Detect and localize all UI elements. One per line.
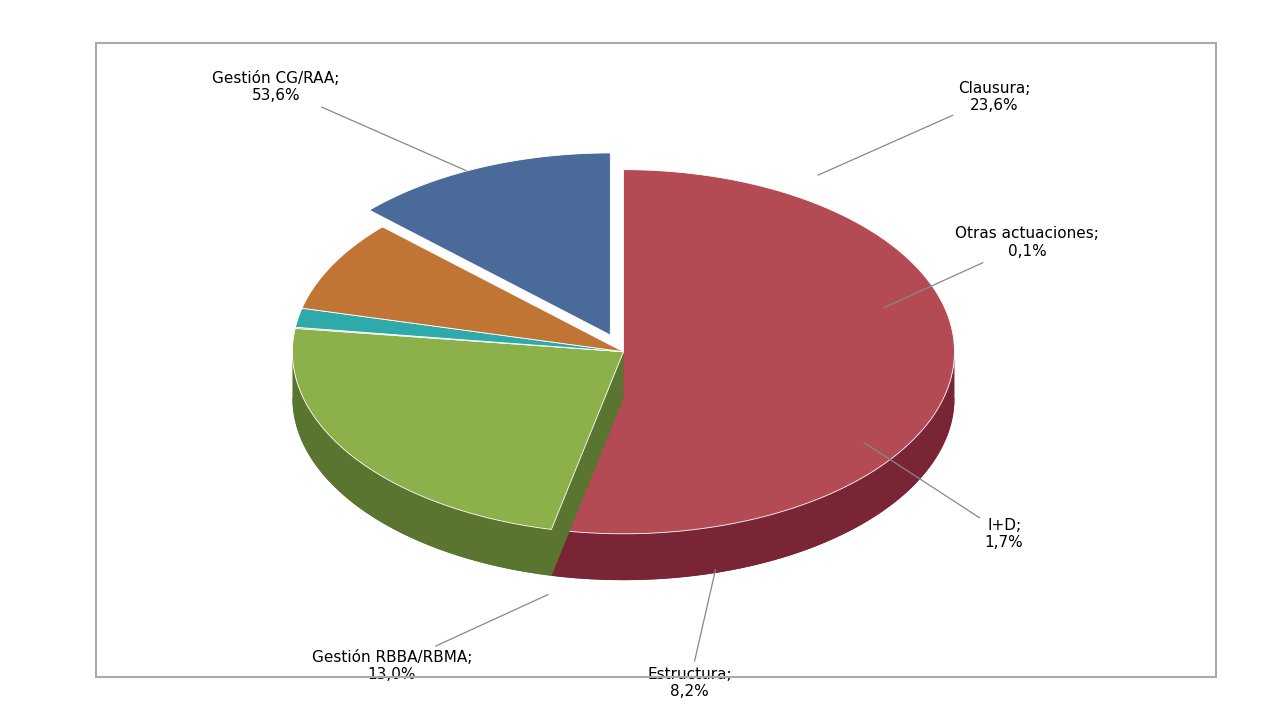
Polygon shape — [302, 227, 623, 352]
Polygon shape — [292, 352, 552, 576]
Polygon shape — [296, 328, 623, 352]
Polygon shape — [292, 328, 623, 529]
Text: Clausura;
23,6%: Clausura; 23,6% — [818, 81, 1030, 175]
Polygon shape — [296, 308, 623, 352]
Polygon shape — [552, 352, 623, 576]
Text: Otras actuaciones;
0,1%: Otras actuaciones; 0,1% — [884, 226, 1100, 307]
Polygon shape — [370, 153, 611, 335]
Text: Estructura;
8,2%: Estructura; 8,2% — [648, 570, 732, 699]
Polygon shape — [552, 170, 955, 534]
Text: Gestión RBBA/RBMA;
13,0%: Gestión RBBA/RBMA; 13,0% — [311, 595, 548, 683]
Text: I+D;
1,7%: I+D; 1,7% — [864, 443, 1024, 550]
Polygon shape — [552, 352, 955, 580]
Polygon shape — [552, 398, 955, 580]
Polygon shape — [292, 398, 623, 576]
Text: Gestión CG/RAA;
53,6%: Gestión CG/RAA; 53,6% — [212, 71, 522, 195]
Polygon shape — [552, 352, 623, 576]
